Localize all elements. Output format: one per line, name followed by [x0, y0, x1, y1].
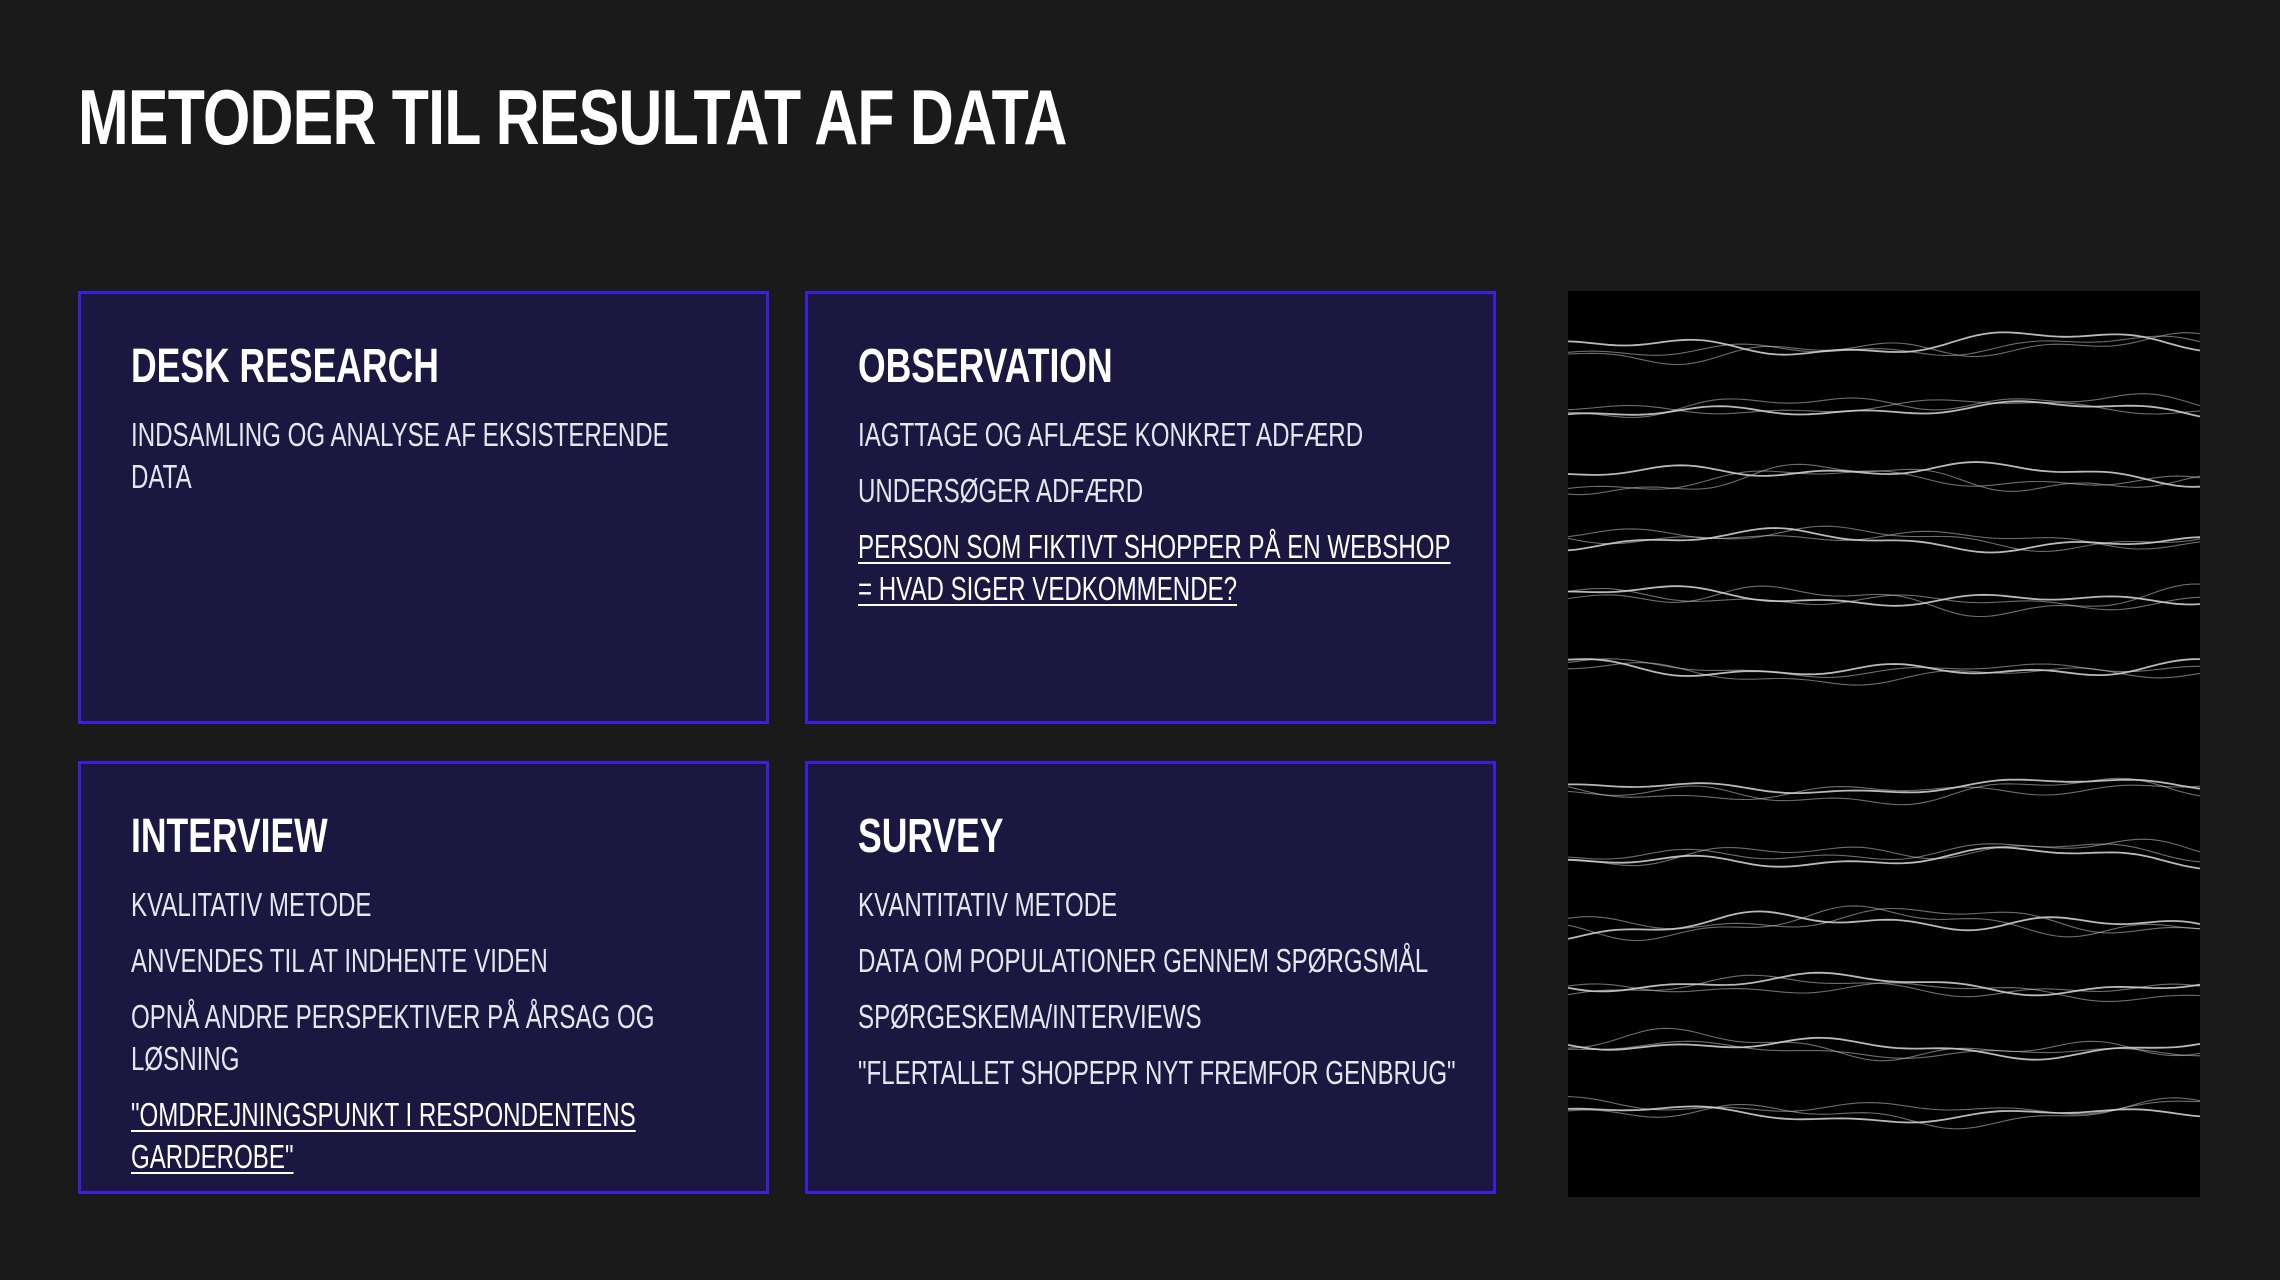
card-line: Spørgeskema/interviews	[858, 998, 1202, 1035]
wave-line	[1568, 784, 2200, 801]
card-line-link[interactable]: "Omdrejningspunkt i respondentens garder…	[131, 1096, 636, 1175]
card-lines: Kvantitativ metode Data om populationer …	[858, 884, 1457, 1094]
wave-line	[1568, 585, 2200, 607]
wave-line	[1568, 332, 2200, 366]
wave-line	[1568, 583, 2200, 618]
card-title: Interview	[131, 810, 328, 863]
card-line: Iagttage og aflæse konkret adfærd	[858, 416, 1364, 453]
card-line: Opnå andre perspektiver på årsag og løsn…	[131, 998, 655, 1077]
card-lines: Iagttage og aflæse konkret adfærd Unders…	[858, 414, 1457, 610]
wave-line	[1568, 525, 2200, 552]
wave-line	[1568, 1105, 2200, 1124]
card-line: Anvendes til at indhente viden	[131, 942, 548, 979]
wave-line	[1568, 658, 2200, 678]
wave-lines-graphic	[1568, 331, 2200, 1130]
wave-line	[1568, 971, 2200, 997]
abstract-wave-lines-image	[1568, 291, 2200, 1197]
wave-line	[1568, 393, 2200, 419]
card-line: Data om populationer gennem spørgsmål	[858, 942, 1429, 979]
wave-line	[1568, 1097, 2200, 1130]
wave-line	[1568, 1036, 2200, 1061]
wave-line	[1568, 778, 2200, 794]
card-line: Kvalitativ metode	[131, 886, 372, 923]
wave-line	[1568, 1040, 2200, 1059]
card-observation: Observation Iagttage og aflæse konkret a…	[805, 291, 1496, 724]
wave-line	[1568, 838, 2200, 867]
card-title: Observation	[858, 340, 1113, 393]
wave-line	[1568, 335, 2200, 357]
wave-line	[1568, 974, 2200, 998]
card-title: Desk research	[131, 340, 439, 393]
wave-line	[1568, 658, 2200, 677]
wave-line	[1568, 907, 2200, 934]
card-interview: Interview Kvalitativ metode Anvendes til…	[78, 761, 769, 1194]
card-survey: Survey Kvantitativ metode Data om popula…	[805, 761, 1496, 1194]
wave-line	[1568, 528, 2200, 550]
card-line-link[interactable]: Person som fiktivt shopper på en webshop…	[858, 528, 1451, 607]
card-line: Undersøger adfærd	[858, 472, 1144, 509]
card-desk-research: Desk research Indsamling og analyse af e…	[78, 291, 769, 724]
wave-line	[1568, 463, 2200, 496]
wave-line	[1568, 777, 2200, 806]
card-line: "Flertallet shopepr nyt fremfor genbrug"	[858, 1054, 1456, 1091]
wave-line	[1568, 1096, 2200, 1115]
card-title: Survey	[858, 810, 1004, 863]
wave-line	[1568, 331, 2200, 356]
wave-line	[1568, 1027, 2200, 1062]
wave-line	[1568, 587, 2200, 611]
wave-line	[1568, 910, 2200, 940]
card-lines: Kvalitativ metode Anvendes til at indhen…	[131, 884, 730, 1178]
wave-line	[1568, 461, 2200, 488]
wave-line	[1568, 905, 2200, 942]
wave-line	[1568, 399, 2200, 415]
wave-line	[1568, 846, 2200, 870]
card-line: Kvantitativ metode	[858, 886, 1118, 923]
card-line: Indsamling og analyse af eksisterende da…	[131, 416, 669, 495]
slide-title: Metoder til resultat af data	[78, 73, 1067, 161]
wave-line	[1568, 470, 2200, 490]
wave-line	[1568, 982, 2200, 1002]
card-lines: Indsamling og analyse af eksisterende da…	[131, 414, 730, 498]
wave-line	[1568, 843, 2200, 863]
